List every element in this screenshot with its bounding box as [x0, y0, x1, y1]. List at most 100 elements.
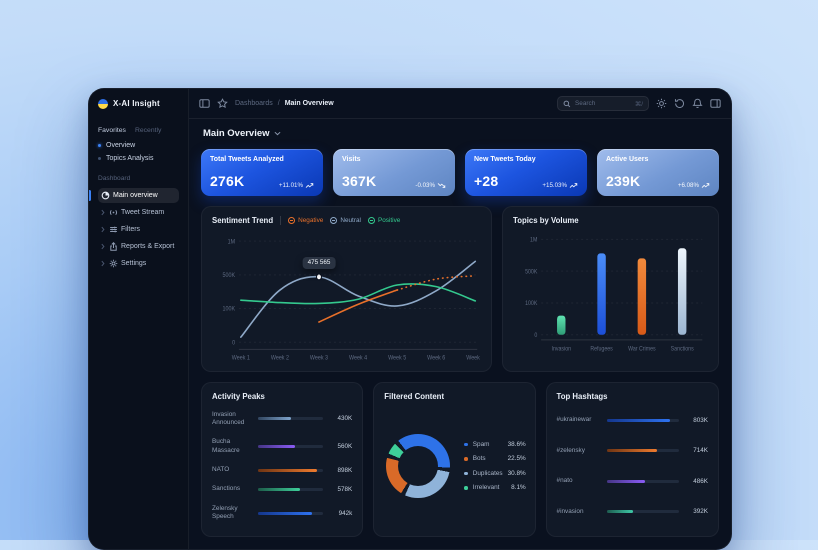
sidebar-item-settings[interactable]: Settings [98, 256, 179, 271]
pie-chart-icon [101, 191, 110, 200]
activity-row[interactable]: Sanctions 578K [212, 485, 352, 493]
gear-icon [109, 259, 118, 268]
app-window: X-AI Insight Favorites Recently Overview… [88, 88, 732, 550]
legend-label: Bots [472, 455, 486, 463]
circled-minus-icon [288, 217, 296, 224]
svg-text:0: 0 [232, 340, 235, 346]
search-input[interactable]: Search ⌘/ [557, 96, 649, 111]
star-icon[interactable] [217, 98, 228, 109]
bar-fill [258, 417, 291, 421]
topics-plot-area: 1M 500K 100K 0 Invasion Refugees War Cri… [513, 228, 708, 362]
hashtag-row[interactable]: #ukrainewar 803K [557, 416, 708, 424]
svg-text:Week 3: Week 3 [310, 355, 328, 361]
brand-flag-icon [98, 98, 108, 109]
donut-legend-row[interactable]: Irrelevant 8.1% [464, 484, 526, 492]
panel-right-icon[interactable] [710, 98, 721, 109]
card-title: Top Hashtags [556, 392, 608, 401]
hashtag-row[interactable]: #zelensky 714K [557, 447, 708, 455]
theme-toggle-icon[interactable] [656, 98, 667, 109]
donut-chart[interactable] [386, 434, 451, 498]
breadcrumb: Dashboards / Main Overview [235, 100, 334, 107]
circled-minus-icon [367, 217, 375, 224]
sidebar-section-label: Dashboard [98, 175, 131, 182]
legend-label: Spam [472, 440, 490, 448]
legend-dot-icon [464, 471, 468, 475]
sidebar-item-reports-export[interactable]: Reports & Export [98, 239, 179, 254]
legend-item-neutral[interactable]: Neutral [330, 217, 361, 224]
donut-legend-row[interactable]: Duplicates 30.8% [464, 470, 526, 477]
row-value: 578K [337, 486, 353, 494]
nav-label: Tweet Stream [121, 209, 165, 216]
hashtag-rows: #ukrainewar 803K #zelensky 714K #nato [557, 405, 708, 527]
topbar: Dashboards / Main Overview Search ⌘/ [189, 89, 731, 119]
top-hashtags-card: Top Hashtags #ukrainewar 803K #zelensky … [545, 382, 720, 537]
kpi-card-visits[interactable]: Visits 367K -0.03% [333, 149, 455, 196]
legend-label: Positive [377, 217, 401, 224]
sentiment-line-chart[interactable]: 1M 500K 100K 0 Week 1 Week 2 Week 3 Week… [212, 228, 482, 362]
donut-legend-row[interactable]: Bots 22.5% [464, 455, 526, 463]
dashboard-content: Main Overview Total Tweets Analyzed 276K… [189, 119, 731, 549]
row-value: 392K [693, 508, 709, 516]
activity-row[interactable]: Bucha Massacre 560K [212, 438, 352, 455]
chevron-right-icon [101, 209, 106, 216]
row-value: 430K [337, 415, 353, 423]
sidebar-item-topics-analysis[interactable]: Topics Analysis [98, 155, 179, 162]
row-value: 942k [338, 509, 353, 517]
kpi-card-new-tweets[interactable]: New Tweets Today +28 +15.03% [465, 149, 587, 196]
bar-fill [258, 488, 301, 492]
export-icon [109, 242, 118, 251]
hashtag-row[interactable]: #invasion 392K [557, 508, 708, 516]
activity-row[interactable]: NATO 898K [212, 466, 352, 474]
topics-bar-chart[interactable]: 1M 500K 100K 0 Invasion Refugees War Cri… [513, 228, 708, 362]
bar-track [258, 488, 324, 492]
bar-fill [258, 468, 317, 472]
search-icon [563, 100, 571, 108]
hashtag-row[interactable]: #nato 486K [557, 477, 708, 485]
legend-dot-icon [464, 457, 468, 461]
kpi-card-active-users[interactable]: Active Users 239K +6.08% [597, 149, 719, 196]
tab-recently[interactable]: Recently [134, 127, 162, 134]
row-value: 486K [693, 477, 709, 485]
breadcrumb-separator: / [277, 100, 280, 107]
row-label: #nato [556, 477, 573, 485]
legend-item-positive[interactable]: Positive [367, 217, 401, 224]
notifications-bell-icon[interactable] [692, 98, 703, 109]
svg-text:500K: 500K [223, 273, 236, 279]
legend-value: 38.6% [507, 440, 526, 448]
row-value: 898K [337, 466, 353, 474]
bar-track [606, 418, 680, 422]
filtered-content-chart: Spam 38.6% Bots 22.5% Duplicates [384, 405, 526, 527]
kpi-card-total-tweets[interactable]: Total Tweets Analyzed 276K +11.01% [201, 149, 323, 196]
svg-text:1M: 1M [530, 237, 537, 244]
legend-item-negative[interactable]: Negative [288, 217, 323, 224]
tab-favorites[interactable]: Favorites [98, 127, 126, 134]
activity-row[interactable]: Zelensky Speech 942k [212, 505, 352, 522]
bar-fill [606, 479, 645, 483]
sidebar: X-AI Insight Favorites Recently Overview… [89, 89, 189, 549]
trend-up-icon [305, 182, 314, 189]
chevron-right-icon [101, 260, 106, 267]
bar-fill [258, 445, 296, 449]
breadcrumb-parent[interactable]: Dashboards [235, 100, 273, 107]
app-logo: X-AI Insight [98, 89, 179, 118]
row-value: 714K [693, 447, 709, 455]
svg-text:War Crimes: War Crimes [628, 346, 656, 353]
legend-value: 8.1% [511, 484, 526, 492]
sidebar-item-overview[interactable]: Overview [98, 142, 179, 149]
svg-text:100K: 100K [223, 306, 236, 312]
row-label: #invasion [556, 507, 584, 515]
page-title[interactable]: Main Overview [203, 128, 719, 139]
sidebar-item-main-overview[interactable]: Main overview [89, 188, 179, 203]
donut-legend-row[interactable]: Spam 38.6% [464, 440, 526, 448]
svg-text:Week 2: Week 2 [271, 355, 289, 361]
activity-row[interactable]: Invasion Announced 430K [212, 411, 352, 428]
nav-label: Reports & Export [121, 243, 175, 250]
bar-track [606, 449, 680, 453]
chart-tooltip: 475 565 [302, 256, 336, 269]
sidebar-item-tweet-stream[interactable]: Tweet Stream [98, 205, 179, 220]
sidebar-toggle-icon[interactable] [199, 98, 210, 109]
history-icon[interactable] [674, 98, 685, 109]
bottom-row: Activity Peaks Invasion Announced 430K B… [201, 382, 720, 537]
sidebar-item-filters[interactable]: Filters [98, 222, 179, 237]
trend-down-icon [437, 182, 446, 189]
